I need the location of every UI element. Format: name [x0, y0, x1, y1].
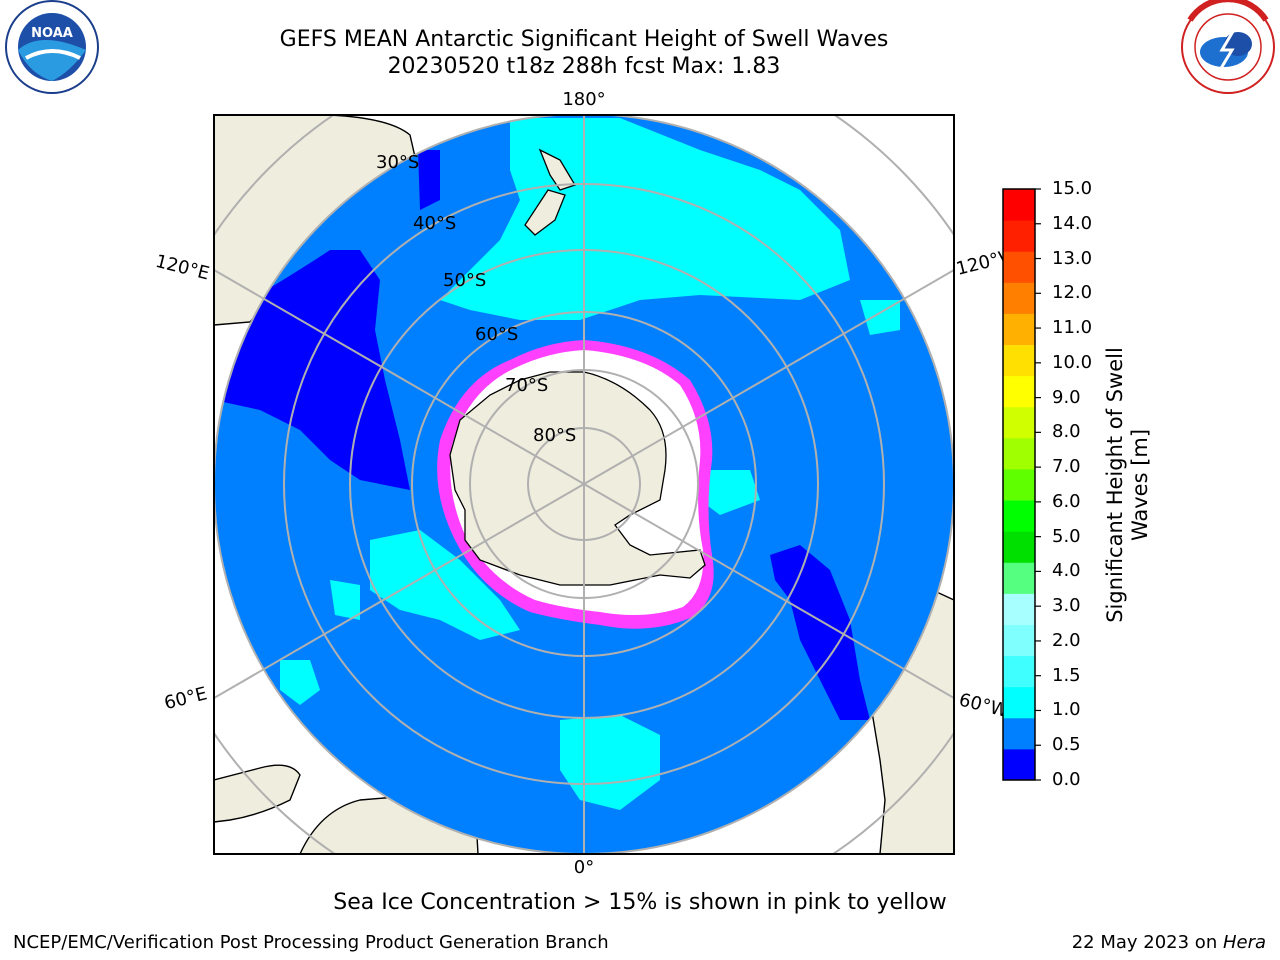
footer-credit: NCEP/EMC/Verification Post Processing Pr… — [13, 932, 609, 953]
caption: Sea Ice Concentration > 15% is shown in … — [333, 890, 947, 915]
lat-label-70s: 70°S — [505, 375, 548, 396]
lat-label-40s: 40°S — [413, 213, 456, 234]
lon-label-120e: 120°E — [153, 251, 211, 285]
colorbar-swatch — [1003, 593, 1035, 625]
map-frame — [213, 114, 955, 855]
colorbar-title: Significant Height of Swell Waves [m] — [1103, 347, 1153, 623]
colorbar-tick-label: 13.0 — [1052, 247, 1093, 269]
lat-label-80s: 80°S — [533, 425, 576, 446]
noaa-logo: NOAA — [5, 0, 99, 94]
colorbar-frame — [1002, 188, 1036, 781]
map-area: 30°S 40°S 50°S 60°S 70°S 80°S — [214, 115, 954, 854]
lat-label-30s: 30°S — [376, 152, 419, 173]
colorbar-swatch — [1003, 313, 1035, 346]
colorbar-swatch — [1003, 375, 1035, 408]
colorbar-tick-label: 12.0 — [1052, 282, 1093, 304]
colorbar-swatch — [1003, 748, 1035, 781]
colorbar-swatch — [1003, 220, 1035, 252]
footer-date-text: 22 May 2023 on — [1071, 932, 1223, 953]
colorbar-swatch — [1003, 531, 1035, 563]
footer-date: 22 May 2023 on Hera — [1072, 932, 1266, 953]
lon-label-60e: 60°E — [162, 683, 209, 714]
colorbar-swatch — [1003, 406, 1035, 439]
lat-label-50s: 50°S — [443, 270, 486, 291]
colorbar-tick-label: 8.0 — [1052, 421, 1081, 443]
colorbar-tick-label: 4.0 — [1052, 560, 1081, 582]
colorbar-swatch — [1003, 344, 1035, 377]
colorbar-tick-label: 14.0 — [1052, 212, 1093, 234]
new-zealand-land — [524, 148, 576, 236]
colorbar-swatch — [1003, 189, 1035, 221]
footer-host: Hera — [1222, 932, 1266, 953]
colorbar-swatch — [1003, 717, 1035, 750]
moderate-swell-region-north — [440, 118, 850, 320]
colorbar-swatch — [1003, 282, 1035, 314]
colorbar-tick-label: 6.0 — [1052, 490, 1081, 512]
colorbar-swatch — [1003, 655, 1035, 688]
colorbar-swatch — [1003, 468, 1035, 501]
colorbar-tick-label: 5.0 — [1052, 525, 1081, 547]
colorbar-swatch — [1003, 686, 1035, 719]
colorbar-swatch — [1003, 251, 1035, 283]
colorbar-swatch — [1003, 562, 1035, 594]
colorbar-swatch — [1003, 500, 1035, 532]
colorbar-tick-label: 0.0 — [1052, 769, 1081, 790]
colorbar-tick-label: 9.0 — [1052, 386, 1081, 408]
lon-label-180: 180° — [562, 89, 605, 110]
colorbar-title-line2: Waves [m] — [1128, 428, 1152, 542]
colorbar-tick-label: 10.0 — [1052, 351, 1093, 373]
colorbar-tick-label: 3.0 — [1052, 595, 1081, 617]
nws-logo — [1181, 0, 1275, 94]
colorbar-tick-label: 15.0 — [1052, 178, 1093, 199]
colorbar-swatch — [1003, 437, 1035, 470]
chart-subtitle: 20230520 t18z 288h fcst Max: 1.83 — [387, 54, 781, 79]
colorbar-tick-label: 2.0 — [1052, 629, 1081, 651]
colorbar-title-line1: Significant Height of Swell — [1103, 347, 1127, 623]
madagascar-land — [214, 764, 301, 823]
chart-title: GEFS MEAN Antarctic Significant Height o… — [279, 27, 889, 52]
lat-label-60s: 60°S — [475, 324, 518, 345]
colorbar-tick-label: 1.0 — [1052, 699, 1081, 721]
colorbar-tick-label: 1.5 — [1052, 664, 1081, 686]
colorbar — [1002, 188, 1041, 781]
low-swell-region-south-america — [770, 545, 870, 720]
antarctica-land — [449, 371, 706, 586]
colorbar-tick-label: 11.0 — [1052, 317, 1093, 339]
colorbar-tick-label: 7.0 — [1052, 456, 1081, 478]
graticule — [214, 115, 954, 854]
lon-label-0: 0° — [574, 857, 594, 878]
noaa-logo-text: NOAA — [31, 26, 73, 41]
colorbar-tick-label: 0.5 — [1052, 734, 1081, 756]
colorbar-swatch — [1003, 624, 1035, 657]
low-swell-region-west — [214, 250, 410, 490]
